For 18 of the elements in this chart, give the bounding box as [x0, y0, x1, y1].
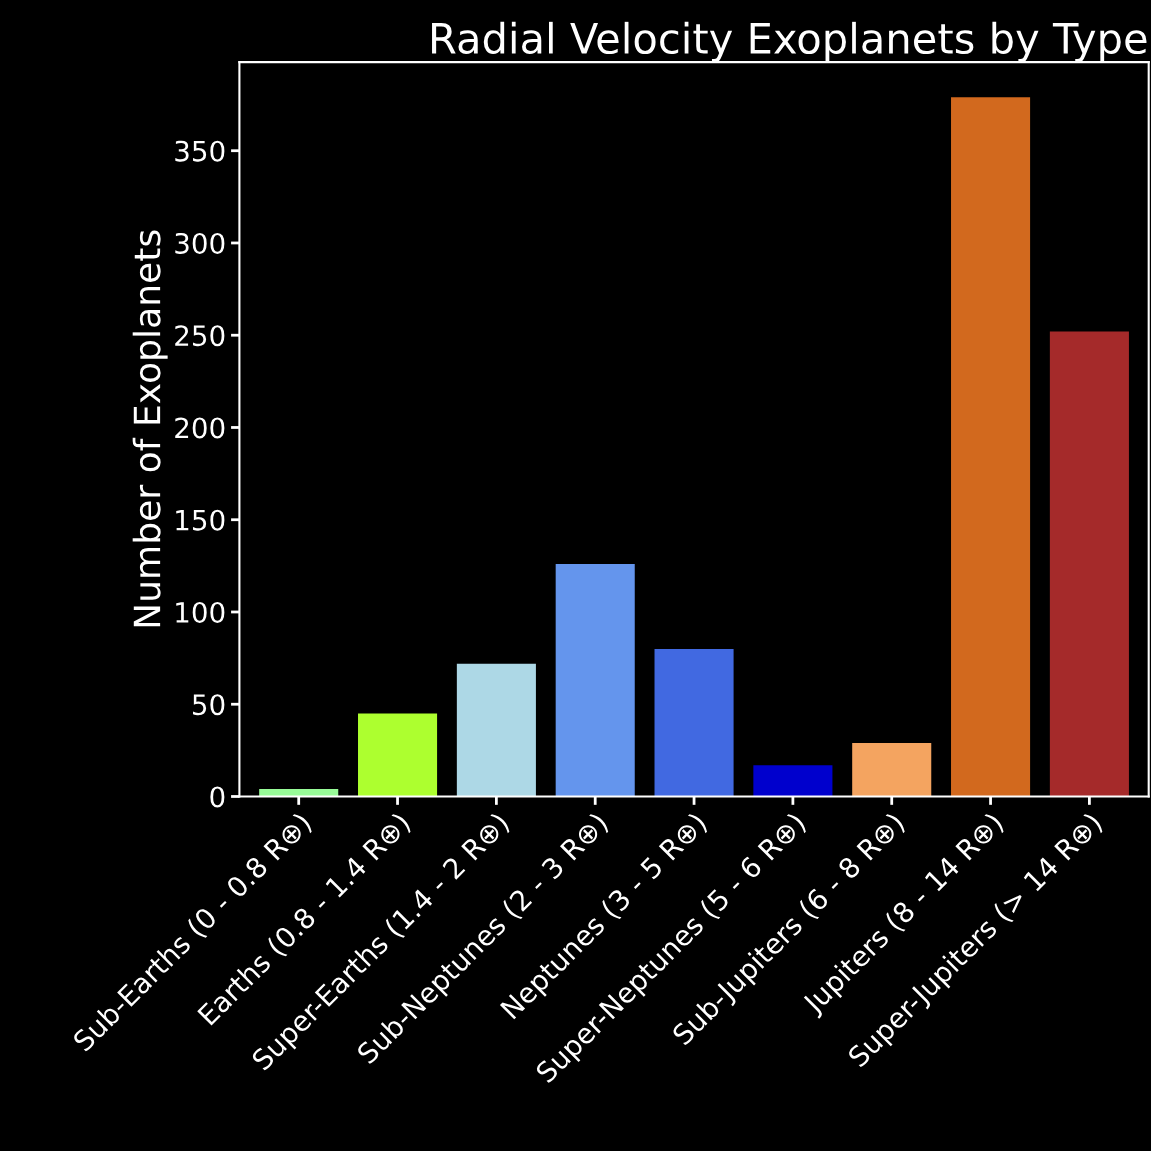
bar [456, 663, 536, 797]
bar [753, 765, 833, 797]
y-tick-label: 150 [176, 509, 225, 531]
y-tick-label: 50 [193, 694, 225, 716]
bar [555, 564, 635, 797]
chart-title: Radial Velocity Exoplanets by Type [432, 21, 1147, 63]
y-tick-label: 100 [176, 601, 225, 623]
y-tick-label: 0 [210, 786, 225, 808]
y-axis-title: Number of Exoplanets [132, 230, 168, 627]
y-tick-label: 200 [175, 417, 225, 439]
bar [852, 742, 932, 797]
y-tick-label: 300 [175, 232, 225, 254]
bar [1049, 331, 1129, 797]
y-tick-label: 350 [175, 140, 225, 162]
bar [358, 713, 438, 797]
y-tick-label: 250 [175, 325, 225, 347]
bar [951, 97, 1031, 797]
bar [654, 648, 734, 797]
